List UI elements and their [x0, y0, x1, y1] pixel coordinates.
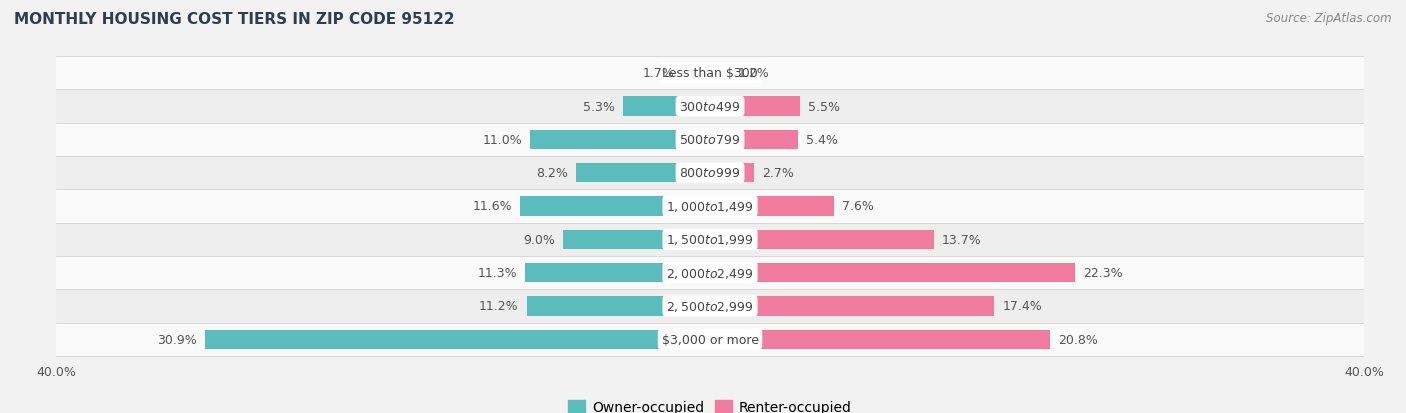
Bar — [520, 197, 710, 216]
Bar — [205, 330, 710, 349]
Text: 1.2%: 1.2% — [738, 67, 769, 80]
Bar — [56, 223, 1364, 256]
Bar — [710, 263, 1074, 282]
Text: 17.4%: 17.4% — [1002, 300, 1042, 313]
Bar — [682, 64, 710, 83]
Text: 5.5%: 5.5% — [808, 100, 841, 113]
Bar — [56, 290, 1364, 323]
Text: Source: ZipAtlas.com: Source: ZipAtlas.com — [1267, 12, 1392, 25]
Text: $2,500 to $2,999: $2,500 to $2,999 — [666, 299, 754, 313]
Text: $1,000 to $1,499: $1,000 to $1,499 — [666, 199, 754, 214]
Bar — [56, 190, 1364, 223]
Text: 30.9%: 30.9% — [157, 333, 197, 346]
Text: $300 to $499: $300 to $499 — [679, 100, 741, 113]
Bar — [56, 57, 1364, 90]
Text: 8.2%: 8.2% — [536, 167, 568, 180]
Text: 11.0%: 11.0% — [482, 133, 522, 147]
Bar — [710, 230, 934, 249]
Bar — [710, 97, 800, 116]
Bar — [56, 123, 1364, 157]
Bar — [710, 197, 834, 216]
Text: $3,000 or more: $3,000 or more — [662, 333, 758, 346]
Bar — [526, 263, 710, 282]
Bar — [527, 297, 710, 316]
Text: 1.7%: 1.7% — [643, 67, 673, 80]
Bar — [623, 97, 710, 116]
Bar — [56, 323, 1364, 356]
Bar — [56, 157, 1364, 190]
Text: 22.3%: 22.3% — [1083, 266, 1122, 280]
Text: MONTHLY HOUSING COST TIERS IN ZIP CODE 95122: MONTHLY HOUSING COST TIERS IN ZIP CODE 9… — [14, 12, 454, 27]
Text: 5.3%: 5.3% — [583, 100, 616, 113]
Text: 11.3%: 11.3% — [478, 266, 517, 280]
Text: 20.8%: 20.8% — [1059, 333, 1098, 346]
Bar — [710, 164, 754, 183]
Bar — [710, 330, 1050, 349]
Text: 11.6%: 11.6% — [472, 200, 512, 213]
Text: $800 to $999: $800 to $999 — [679, 167, 741, 180]
Bar — [710, 131, 799, 150]
Text: $500 to $799: $500 to $799 — [679, 133, 741, 147]
Text: Less than $300: Less than $300 — [662, 67, 758, 80]
Bar — [710, 297, 994, 316]
Bar — [710, 64, 730, 83]
Bar — [530, 131, 710, 150]
Text: 5.4%: 5.4% — [807, 133, 838, 147]
Bar — [562, 230, 710, 249]
Legend: Owner-occupied, Renter-occupied: Owner-occupied, Renter-occupied — [562, 394, 858, 413]
Text: 7.6%: 7.6% — [842, 200, 875, 213]
Bar — [56, 256, 1364, 290]
Bar — [56, 90, 1364, 123]
Text: 13.7%: 13.7% — [942, 233, 981, 246]
Text: 9.0%: 9.0% — [523, 233, 555, 246]
Text: $2,000 to $2,499: $2,000 to $2,499 — [666, 266, 754, 280]
Text: $1,500 to $1,999: $1,500 to $1,999 — [666, 233, 754, 247]
Bar — [576, 164, 710, 183]
Text: 2.7%: 2.7% — [762, 167, 794, 180]
Text: 11.2%: 11.2% — [479, 300, 519, 313]
